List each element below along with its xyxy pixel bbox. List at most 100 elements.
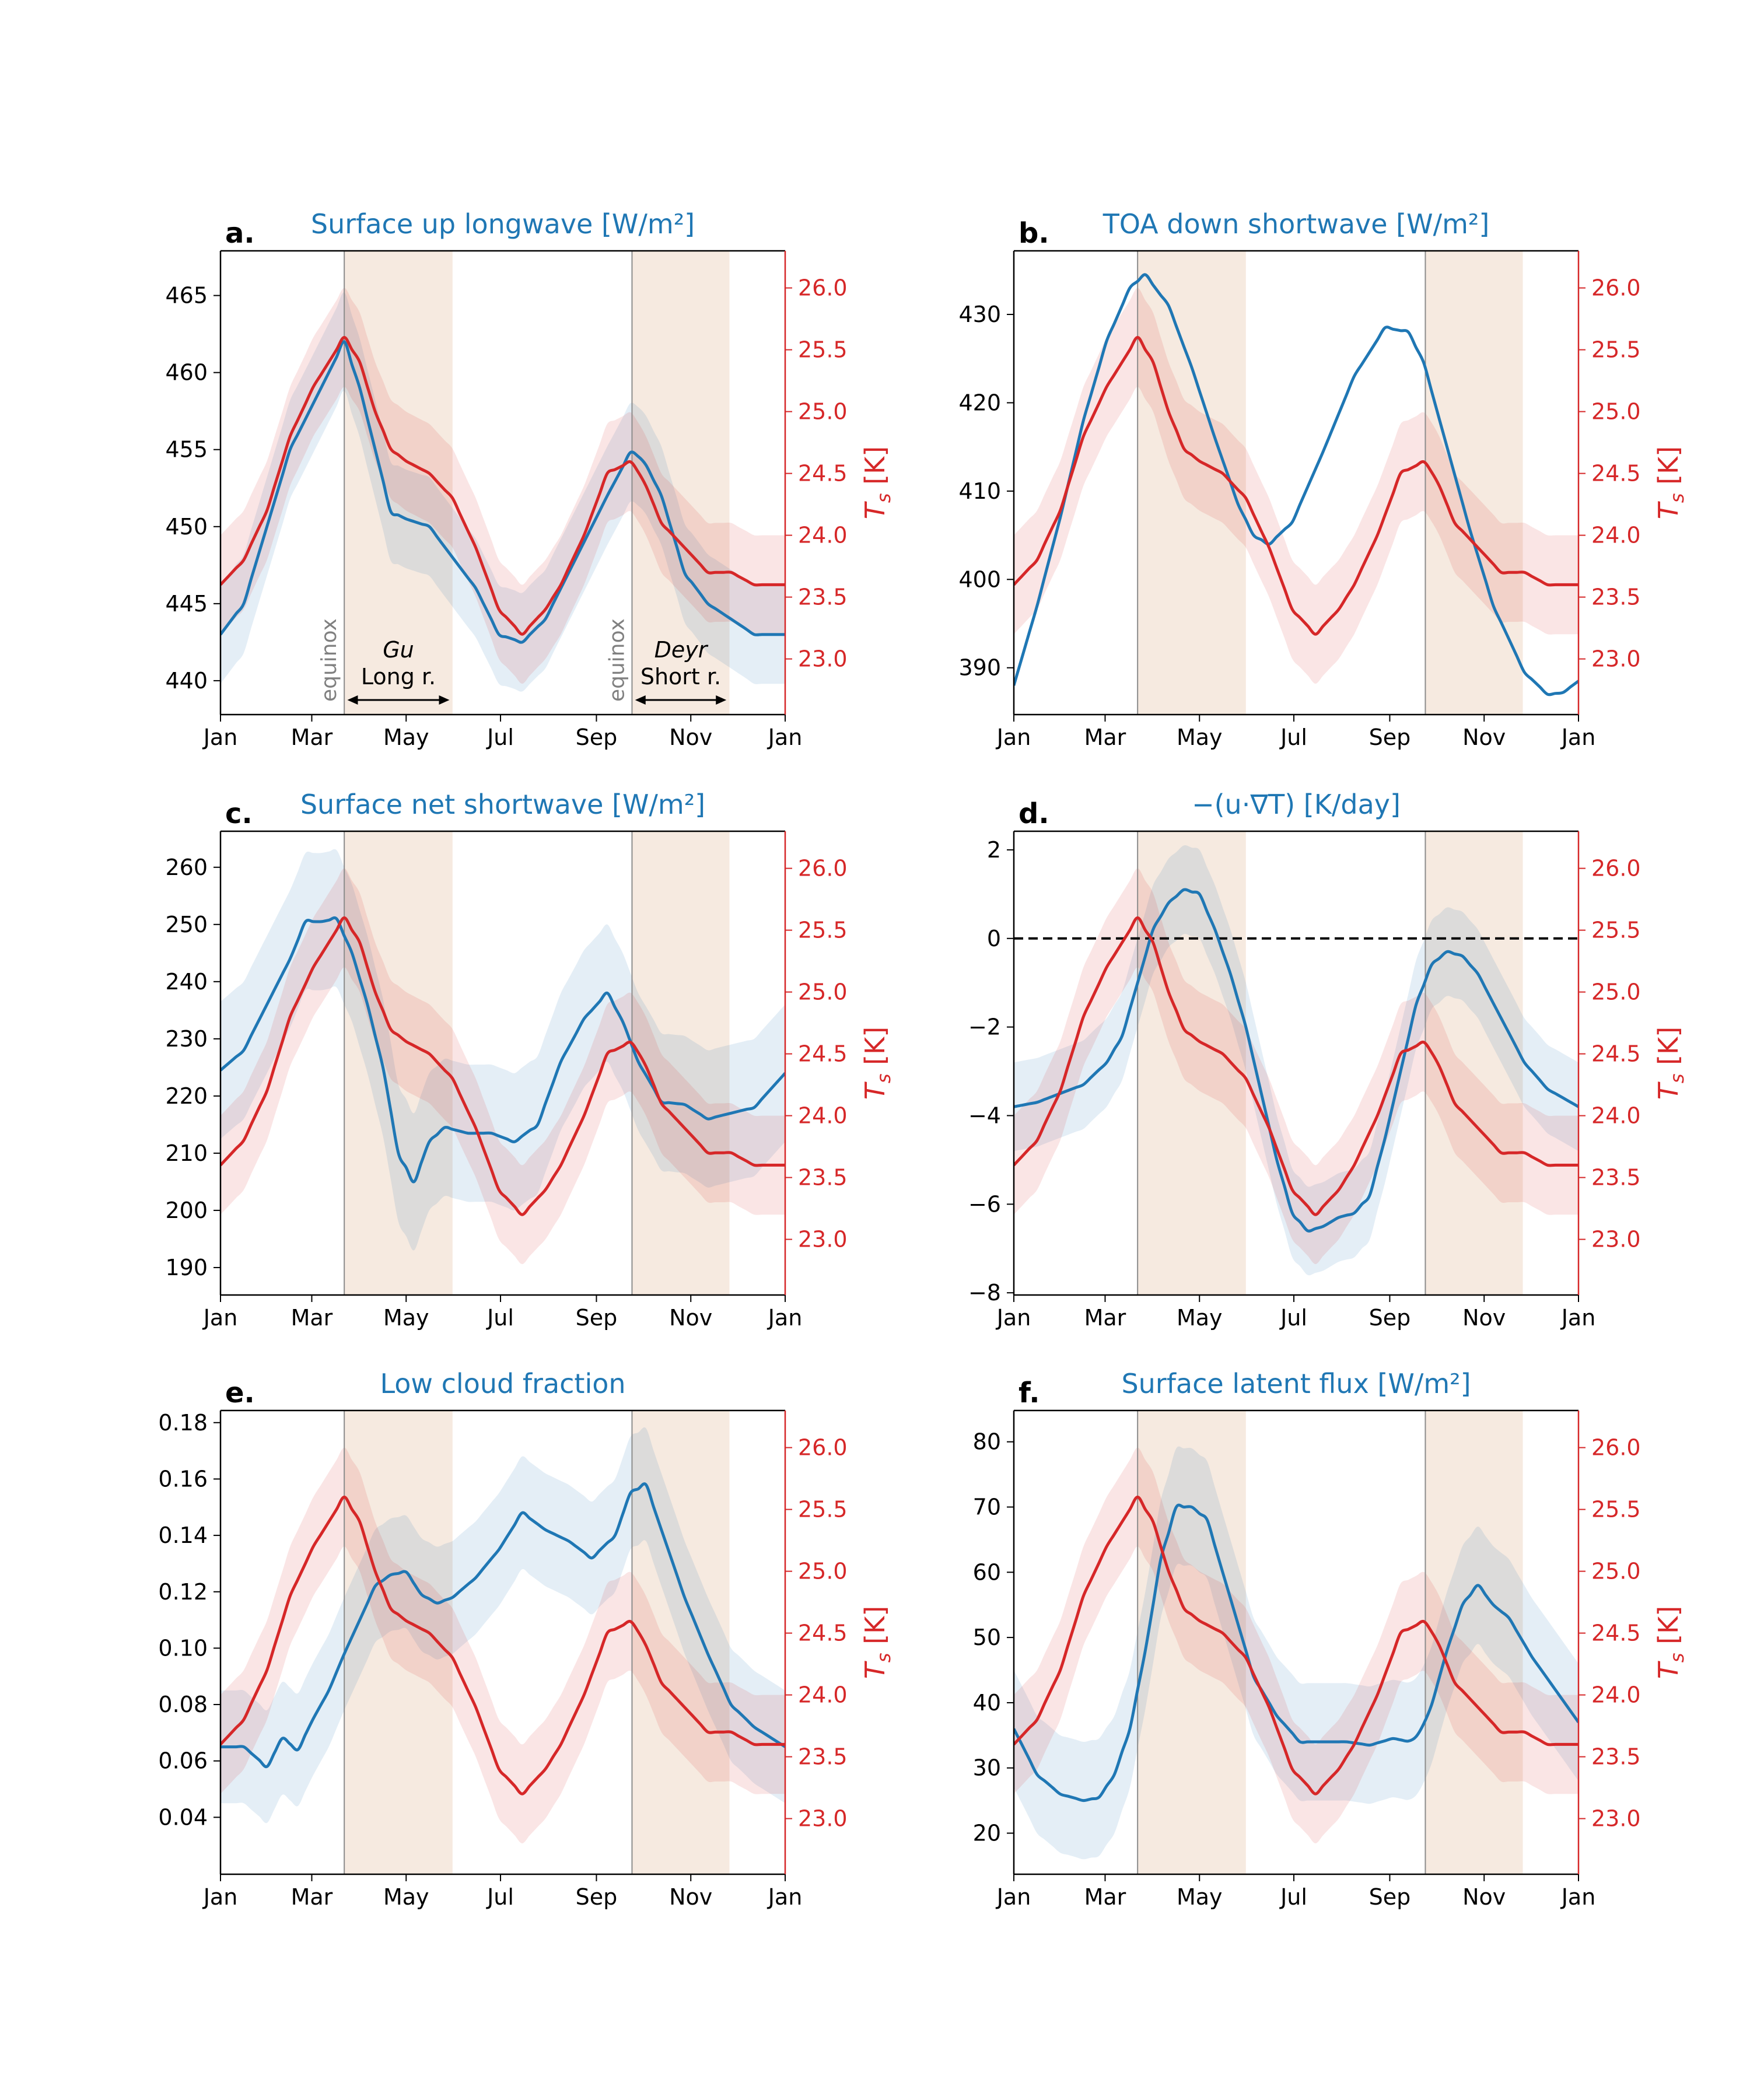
x-tick-label: Jul	[486, 1305, 514, 1331]
uncertainty-band	[1014, 1446, 1578, 1860]
x-tick-label: May	[383, 724, 429, 750]
equinox-label: equinox	[605, 618, 629, 702]
y-tick-label: −6	[968, 1191, 1001, 1217]
rainy-season-band	[344, 1410, 453, 1874]
right-tick-label: 25.5	[798, 337, 848, 363]
y-tick-label: 220	[165, 1083, 208, 1109]
x-tick-label: Nov	[669, 724, 712, 750]
right-tick-label: 23.5	[1591, 584, 1641, 610]
uncertainty-band	[220, 868, 785, 1264]
y-tick-label: 410	[958, 478, 1001, 504]
y-tick-label: 0.06	[158, 1748, 208, 1774]
x-tick-label: Nov	[669, 1884, 712, 1910]
right-tick-label: 24.0	[1591, 1103, 1641, 1129]
panel-letter: f.	[1019, 1377, 1040, 1409]
right-axis-label: Ts [K]	[1653, 1027, 1688, 1100]
x-tick-label: Jul	[1279, 1305, 1307, 1331]
rainy-season-band	[632, 831, 730, 1295]
panel-letter: d.	[1019, 797, 1049, 830]
panel-letter: e.	[225, 1377, 255, 1409]
panel-letter: b.	[1019, 217, 1049, 250]
right-axis-label: Ts [K]	[859, 1027, 895, 1100]
uncertainty-band	[220, 1427, 785, 1824]
right-tick-label: 23.5	[798, 584, 848, 610]
y-tick-label: 0.08	[158, 1692, 208, 1717]
series-line-a-ts	[220, 335, 785, 636]
plot-area	[220, 251, 785, 715]
x-tick-label: Jan	[767, 1884, 803, 1910]
rainy-season-band	[344, 831, 453, 1295]
right-tick-label: 24.5	[1591, 461, 1641, 487]
right-tick-label: 25.5	[798, 1497, 848, 1522]
x-tick-label: Mar	[291, 1884, 333, 1910]
x-tick-label: Jan	[202, 724, 238, 750]
right-tick-label: 25.0	[798, 1559, 848, 1584]
right-tick-label: 26.0	[798, 275, 848, 301]
right-tick-label: 23.5	[798, 1744, 848, 1770]
right-axis-label: Ts [K]	[1653, 1606, 1688, 1679]
y-tick-label: 450	[165, 514, 208, 540]
x-tick-label: Jan	[996, 724, 1031, 750]
series-line-d-variable	[1014, 888, 1578, 1233]
x-tick-label: Jan	[202, 1305, 238, 1331]
y-tick-label: 440	[165, 668, 208, 694]
y-tick-label: 455	[165, 437, 208, 463]
x-tick-label: May	[1177, 1305, 1223, 1331]
right-tick-label: 26.0	[1591, 1435, 1641, 1461]
right-tick-label: 23.0	[1591, 1806, 1641, 1832]
y-tick-label: 0.04	[158, 1804, 208, 1830]
series-line-b-ts	[1014, 335, 1578, 636]
x-tick-label: Jan	[996, 1884, 1031, 1910]
y-tick-label: 0.16	[158, 1466, 208, 1492]
right-tick-label: 24.5	[1591, 1041, 1641, 1067]
uncertainty-band	[1014, 288, 1578, 684]
y-tick-label: 390	[958, 655, 1001, 681]
right-tick-label: 23.0	[798, 1227, 848, 1252]
x-tick-label: Mar	[1084, 1305, 1126, 1331]
x-tick-label: Jul	[1279, 1884, 1307, 1910]
x-tick-label: Jan	[1560, 724, 1596, 750]
panel-title: Low cloud fraction	[380, 1368, 625, 1399]
plot-area	[220, 1410, 785, 1874]
y-tick-label: 400	[958, 566, 1001, 592]
uncertainty-band	[220, 288, 785, 684]
x-tick-label: Jan	[1560, 1305, 1596, 1331]
y-tick-label: −4	[968, 1102, 1001, 1128]
rainy-season-band	[1138, 1410, 1246, 1874]
x-tick-label: May	[1177, 1884, 1223, 1910]
x-tick-label: Sep	[1369, 1884, 1411, 1910]
right-tick-label: 25.0	[798, 399, 848, 425]
y-tick-label: 430	[958, 302, 1001, 327]
y-tick-label: 70	[973, 1494, 1001, 1520]
x-tick-label: Mar	[1084, 724, 1126, 750]
right-tick-label: 24.0	[798, 1103, 848, 1129]
panel-title: Surface latent flux [W/m²]	[1121, 1368, 1471, 1399]
x-tick-label: Jan	[202, 1884, 238, 1910]
y-tick-label: 30	[973, 1755, 1001, 1781]
panel-title: −(u·∇T) [K/day]	[1192, 789, 1401, 820]
y-tick-label: 0.10	[158, 1635, 208, 1661]
series-line-f-ts	[1014, 1495, 1578, 1796]
x-tick-label: Nov	[1462, 1305, 1506, 1331]
right-tick-label: 23.0	[1591, 1227, 1641, 1252]
right-tick-label: 24.0	[1591, 523, 1641, 548]
right-tick-label: 25.0	[1591, 399, 1641, 425]
deyr-season-sublabel: Short r.	[640, 664, 721, 690]
plot-area	[220, 831, 785, 1295]
y-tick-label: 250	[165, 912, 208, 937]
x-tick-label: Sep	[576, 1305, 618, 1331]
deyr-season-arrow-head-left	[635, 695, 646, 705]
series-line-b-variable	[1014, 273, 1578, 696]
y-tick-label: 445	[165, 591, 208, 617]
y-tick-label: 460	[165, 360, 208, 386]
x-tick-label: Jul	[486, 1884, 514, 1910]
y-tick-label: 2	[987, 837, 1001, 863]
panel-a: Jan Mar May Jul Sep Nov Jan 440 445 450 455 460 465 2…	[165, 208, 895, 750]
right-tick-label: 25.0	[1591, 1559, 1641, 1584]
x-tick-label: May	[383, 1305, 429, 1331]
y-tick-label: −8	[968, 1280, 1001, 1306]
y-tick-label: 0.12	[158, 1579, 208, 1605]
right-tick-label: 24.5	[1591, 1620, 1641, 1646]
y-tick-label: 0	[987, 926, 1001, 951]
y-tick-label: 40	[973, 1690, 1001, 1716]
